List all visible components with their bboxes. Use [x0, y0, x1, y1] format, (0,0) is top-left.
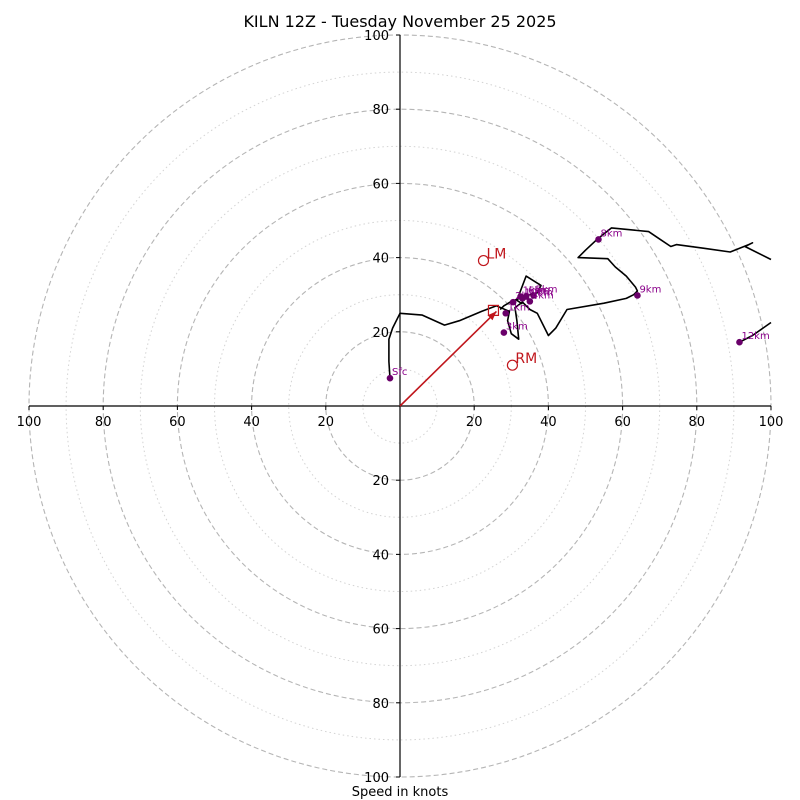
height-point [509, 298, 517, 306]
x-tick-label: 40 [243, 415, 260, 430]
x-tick-label: 100 [759, 415, 784, 430]
x-axis-label: Speed in knots [352, 785, 449, 800]
x-tick-label: 20 [466, 415, 483, 430]
storm-motion-markers: LM RM [477, 247, 537, 371]
height-point [530, 292, 537, 299]
y-tick-label: 80 [372, 103, 389, 118]
height-label: 6km [528, 286, 550, 297]
hodograph-trace-line [388, 227, 772, 379]
y-tick-label: 40 [372, 252, 389, 267]
height-label: 4km [532, 290, 554, 301]
x-tick-label: 40 [540, 415, 557, 430]
height-point [634, 292, 641, 299]
storm-motion-marker [506, 359, 519, 371]
y-tick-label: 80 [372, 697, 389, 712]
y-tick-label: 60 [372, 623, 389, 638]
height-point [386, 374, 394, 382]
height-label: 10km [524, 287, 552, 298]
storm-motion-label: RM [515, 351, 537, 367]
mean-wind-marker [487, 304, 500, 316]
height-label: 1km [523, 286, 545, 297]
x-tick-label: 80 [95, 415, 112, 430]
x-tick-label: 80 [689, 415, 706, 430]
height-label: 5km [536, 284, 558, 295]
height-point [500, 329, 508, 336]
y-tick-label: 40 [372, 548, 389, 563]
tick-labels: 100 100 80 80 60 60 40 40 20 20 20 20 40 40 60 60 80 80 10… [17, 29, 784, 786]
y-tick-label: 20 [372, 474, 389, 489]
height-label: 1km [508, 302, 530, 313]
y-tick-label: 100 [364, 771, 389, 786]
height-label: 12km [741, 331, 769, 342]
height-label: 3km [506, 322, 528, 333]
x-tick-label: 20 [318, 415, 335, 430]
height-label: Sfc [392, 367, 407, 378]
chart-title: KILN 12Z - Tuesday November 25 2025 [243, 12, 556, 31]
x-tick-label: 60 [614, 415, 631, 430]
height-markers: Sfc1km3km2km1km10km6km5km4km9km8km12km [386, 228, 770, 382]
hodograph-trace-loop [499, 275, 542, 311]
x-tick-label: 60 [169, 415, 186, 430]
height-point [526, 298, 534, 305]
storm-motion-label: LM [486, 247, 506, 263]
x-tick-label: 100 [17, 415, 42, 430]
y-tick-label: 20 [372, 326, 389, 341]
shear-vector-line [399, 310, 498, 407]
hodograph-trace-upper [739, 321, 772, 343]
height-point [736, 338, 743, 346]
y-tick-label: 60 [372, 177, 389, 192]
height-point [502, 309, 510, 317]
height-point [595, 236, 602, 243]
wind-trace [388, 227, 772, 379]
storm-motion-marker [477, 254, 490, 267]
y-tick-label: 100 [364, 29, 389, 44]
shear-vectors [399, 304, 500, 407]
height-label: 9km [639, 284, 661, 295]
height-label: 8km [600, 228, 622, 239]
height-point [522, 293, 530, 300]
